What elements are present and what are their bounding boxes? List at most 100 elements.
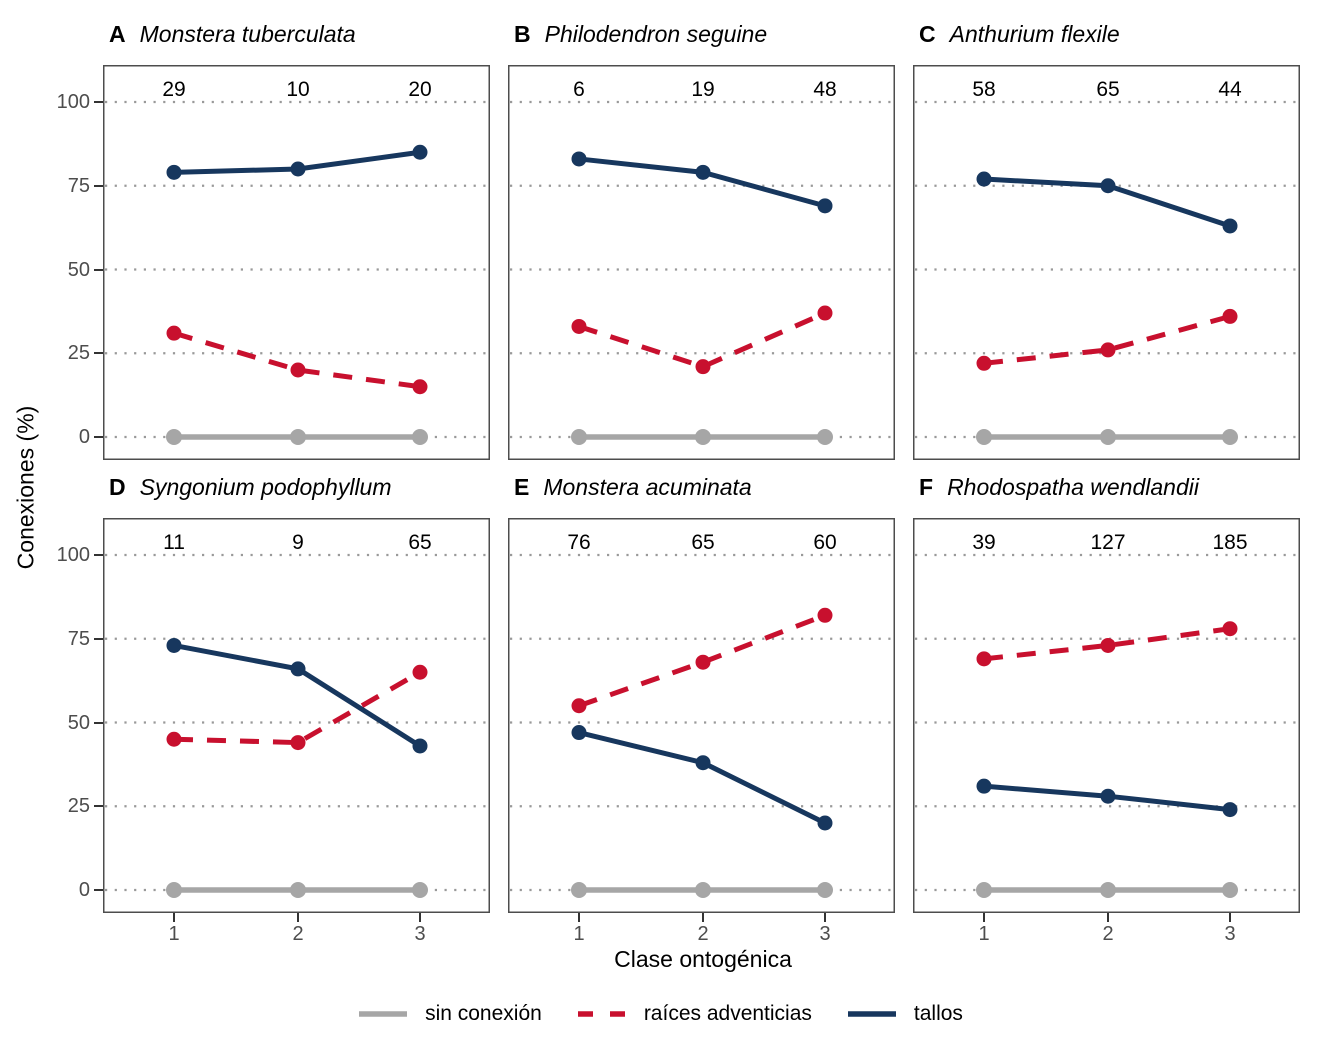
data-point-sin_conexion-x2: [290, 882, 306, 898]
data-point-tallos-x2: [1100, 178, 1116, 194]
data-point-sin_conexion-x3: [817, 429, 833, 445]
data-point-raices-x1: [976, 355, 992, 371]
data-point-tallos-x1: [166, 164, 182, 180]
panel-plot-a: 29 10 20: [103, 65, 490, 460]
data-point-raices-x2: [290, 362, 306, 378]
panel-border: [913, 65, 1300, 460]
data-point-sin_conexion-x1: [166, 429, 182, 445]
legend-item-raices-adventicias: raíces adventicias: [576, 1002, 812, 1026]
panel-title-e: E Monstera acuminata: [514, 471, 752, 503]
count-label: 9: [292, 531, 304, 554]
panel-a: 29 10 20: [103, 65, 490, 460]
data-point-tallos-x2: [695, 755, 711, 771]
data-point-tallos-x3: [1222, 218, 1238, 234]
panel-letter: D: [109, 474, 126, 500]
y-tick-mark: [94, 721, 103, 724]
data-point-raices-x1: [166, 731, 182, 747]
series-line-raices: [578, 310, 827, 370]
data-point-tallos-x2: [695, 164, 711, 180]
data-point-sin_conexion-x3: [1222, 882, 1238, 898]
panel-title-d: D Syngonium podophyllum: [109, 471, 392, 503]
data-point-tallos-x3: [412, 144, 428, 160]
panel-border: [913, 518, 1300, 913]
x-tick-mark: [173, 913, 175, 922]
data-point-tallos-x3: [817, 198, 833, 214]
data-point-raices-x1: [571, 318, 587, 334]
y-tick-label-25: 25: [67, 342, 90, 365]
count-label: 39: [972, 531, 995, 554]
y-tick-mark: [94, 268, 103, 271]
count-label: 58: [972, 78, 995, 101]
series-line-tallos: [173, 642, 422, 749]
data-point-tallos-x3: [1222, 802, 1238, 818]
data-point-sin_conexion-x3: [1222, 429, 1238, 445]
count-label: 76: [567, 531, 590, 554]
legend-swatch-sin-conexion-line: [359, 1011, 408, 1017]
x-tick-label-2: 2: [697, 923, 709, 945]
data-point-tallos-x1: [976, 171, 992, 187]
legend-label-raices-adventicias: raíces adventicias: [643, 1002, 812, 1025]
x-tick-mark: [578, 913, 580, 922]
data-point-tallos-x2: [290, 661, 306, 677]
y-tick-mark: [94, 101, 103, 103]
y-tick-label-0: 0: [78, 426, 90, 448]
y-tick-label-75: 75: [67, 627, 90, 650]
y-tick-mark: [94, 889, 103, 891]
data-point-raices-x3: [1222, 308, 1238, 324]
panel-letter: C: [919, 21, 936, 47]
panel-species-name: Philodendron seguine: [544, 21, 768, 47]
data-point-raices-x2: [1100, 637, 1116, 653]
data-point-tallos-x2: [1100, 788, 1116, 804]
data-point-tallos-x1: [976, 778, 992, 794]
x-tick-label-3: 3: [819, 923, 831, 945]
x-tick-label-3: 3: [1224, 923, 1236, 945]
data-point-tallos-x1: [571, 725, 587, 741]
data-point-raices-x3: [817, 607, 833, 623]
series-line-raices: [983, 626, 1231, 662]
data-point-sin_conexion-x1: [571, 882, 587, 898]
y-tick-label-0: 0: [78, 879, 90, 901]
x-axis-title: Clase ontogénica: [614, 946, 792, 972]
count-label: 19: [691, 78, 714, 101]
x-tick-label-3: 3: [414, 923, 426, 945]
count-label: 48: [813, 78, 836, 101]
legend-item-tallos: tallos: [846, 1002, 963, 1026]
data-point-tallos-x1: [571, 151, 587, 167]
count-label: 127: [1090, 531, 1125, 554]
legend-swatch-raices-dashed-line: [577, 1011, 626, 1017]
x-tick-mark: [983, 913, 985, 922]
y-tick-label-25: 25: [67, 795, 90, 818]
panel-plot-f: 39 127 185: [913, 518, 1300, 913]
legend-swatch-tallos-line: [847, 1011, 896, 1017]
count-label: 29: [162, 78, 185, 101]
panel-border: [103, 65, 490, 460]
panel-f: 39 127 185: [913, 518, 1300, 913]
panel-plot-e: 76 65 60: [508, 518, 895, 913]
series-line-raices: [578, 612, 826, 709]
count-label: 20: [408, 78, 431, 101]
panel-plot-b: 6 19 48: [508, 65, 895, 460]
data-point-raices-x3: [412, 664, 428, 680]
panel-c: 58 65 44: [913, 65, 1300, 460]
y-tick-label-100: 100: [56, 91, 90, 113]
count-label: 65: [408, 531, 431, 554]
panel-border: [508, 518, 895, 913]
count-label: 185: [1212, 531, 1247, 554]
series-line-tallos: [578, 730, 827, 826]
panel-species-name: Monstera acuminata: [543, 474, 752, 500]
y-tick-mark: [94, 805, 103, 808]
data-point-raices-x2: [695, 359, 711, 375]
panel-title-f: F Rhodospatha wendlandii: [919, 471, 1199, 503]
x-tick-mark: [824, 913, 826, 922]
x-tick-mark: [419, 913, 421, 922]
y-tick-mark: [94, 637, 103, 640]
data-point-sin_conexion-x2: [1100, 882, 1116, 898]
panel-title-b: B Philodendron seguine: [514, 18, 767, 50]
data-point-raices-x3: [412, 379, 428, 395]
data-point-sin_conexion-x3: [412, 429, 428, 445]
series-line-raices: [983, 313, 1231, 366]
panel-letter: E: [514, 474, 530, 500]
x-tick-mark: [297, 913, 299, 922]
panel-title-a: A Monstera tuberculata: [109, 18, 356, 50]
